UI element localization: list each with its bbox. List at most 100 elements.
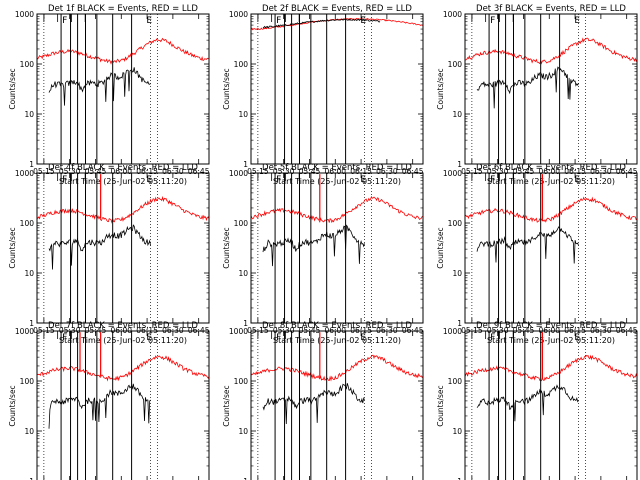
x-tick-label: 06:45: [616, 167, 638, 176]
lld-series-line: [464, 196, 638, 223]
x-tick-label: 05:45: [299, 167, 321, 176]
events-series-line: [476, 384, 579, 422]
marker-label-f: F: [62, 16, 67, 26]
panel-title: Det 5f BLACK = Events, RED = LLD: [262, 163, 412, 173]
x-tick-label: 05:30: [487, 167, 509, 176]
y-axis-label: Counts/sec: [8, 385, 17, 426]
marker-label-e: E: [574, 333, 580, 343]
y-axis-label: Counts/sec: [8, 68, 17, 109]
panel-title: Det 9f BLACK = Events, RED = LLD: [476, 321, 626, 331]
y-tick-label: 10: [24, 110, 34, 119]
lld-series-line: [250, 195, 424, 224]
x-tick-label: 06:15: [564, 167, 586, 176]
y-tick-label: 100: [234, 60, 249, 69]
y-tick-label: 100: [20, 60, 35, 69]
x-tick-label: 05:15: [247, 167, 269, 176]
panel-title: Det 2f BLACK = Events, RED = LLD: [262, 4, 412, 14]
marker-label-f: F: [490, 175, 495, 185]
marker-label-f: F: [490, 16, 495, 26]
x-tick-label: 05:30: [273, 167, 295, 176]
x-tick-label: 06:15: [350, 167, 372, 176]
events-series-line: [48, 224, 151, 270]
y-tick-label: 1000: [229, 169, 248, 178]
y-tick-label: 10: [238, 427, 248, 436]
y-axis-label: Counts/sec: [222, 68, 231, 109]
plot-frame: [250, 330, 424, 480]
marker-label-f: F: [62, 333, 67, 343]
y-tick-label: 100: [234, 377, 249, 386]
y-tick-label: 100: [448, 219, 463, 228]
y-tick-label: 10: [452, 110, 462, 119]
x-tick-label: 06:30: [162, 167, 184, 176]
x-tick-label: 06:00: [110, 167, 132, 176]
x-tick-label: 05:15: [461, 167, 483, 176]
y-tick-label: 1: [243, 160, 248, 169]
y-tick-label: 1000: [15, 169, 34, 178]
panel-8: Det 8f BLACK = Events, RED = LLD Counts/s…: [222, 321, 424, 480]
x-tick-label: 06:00: [324, 167, 346, 176]
plot-frame: [464, 330, 638, 480]
events-series-line: [48, 67, 151, 106]
x-tick-label: 05:15: [33, 167, 55, 176]
lld-series-line: [464, 354, 638, 382]
marker-label-e: E: [146, 16, 152, 26]
panel-title: Det 3f BLACK = Events, RED = LLD: [476, 4, 626, 14]
panel-title: Det 4f BLACK = Events, RED = LLD: [48, 163, 198, 173]
lld-series-line: [464, 37, 638, 65]
panel-1: Det 1f BLACK = Events, RED = LLD Counts/s…: [8, 4, 210, 186]
y-axis-label: Counts/sec: [436, 227, 445, 268]
panel-7: Det 7f BLACK = Events, RED = LLD Counts/s…: [8, 321, 210, 480]
y-tick-label: 1: [457, 160, 462, 169]
x-tick-label: 06:30: [376, 167, 398, 176]
plot-frame: [250, 172, 424, 324]
y-tick-label: 1: [243, 319, 248, 328]
x-axis-label: Start Time (25-Jun-02 05:11:20): [487, 177, 615, 186]
plot-frame: [36, 330, 210, 480]
y-tick-label: 1000: [15, 10, 34, 19]
plot-frame: [36, 13, 210, 165]
y-tick-label: 100: [234, 219, 249, 228]
marker-label-e: E: [574, 16, 580, 26]
lld-series-line: [36, 355, 210, 382]
y-tick-label: 1: [243, 477, 248, 480]
x-axis-label: Start Time (25-Jun-02 05:11:20): [59, 177, 187, 186]
y-axis-label: Counts/sec: [222, 227, 231, 268]
events-series-line: [262, 224, 365, 267]
panel-4: Det 4f BLACK = Events, RED = LLD Counts/s…: [8, 163, 210, 345]
panel-9: Det 9f BLACK = Events, RED = LLD Counts/s…: [436, 321, 638, 480]
marker-label-f: F: [490, 333, 495, 343]
y-tick-label: 100: [20, 377, 35, 386]
marker-label-f: F: [276, 333, 281, 343]
x-tick-label: 06:15: [136, 167, 158, 176]
y-tick-label: 1000: [443, 10, 462, 19]
marker-label-e: E: [360, 16, 366, 26]
y-tick-label: 1000: [443, 169, 462, 178]
x-tick-label: 06:45: [188, 167, 210, 176]
y-tick-label: 1: [457, 477, 462, 480]
panel-title: Det 8f BLACK = Events, RED = LLD: [262, 321, 412, 331]
panel-title: Det 1f BLACK = Events, RED = LLD: [48, 4, 198, 14]
plot-frame: [36, 172, 210, 324]
y-tick-label: 1: [29, 160, 34, 169]
y-tick-label: 10: [238, 269, 248, 278]
x-axis-label: Start Time (25-Jun-02 05:11:20): [273, 336, 401, 345]
lld-series-line: [250, 354, 424, 382]
x-axis-label: Start Time (25-Jun-02 05:11:20): [59, 336, 187, 345]
y-axis-label: Counts/sec: [8, 227, 17, 268]
y-tick-label: 100: [448, 377, 463, 386]
marker-label-f: F: [276, 175, 281, 185]
events-series-line: [262, 383, 365, 425]
panel-5: Det 5f BLACK = Events, RED = LLD Counts/s…: [222, 163, 424, 345]
y-tick-label: 10: [452, 269, 462, 278]
marker-label-e: E: [146, 175, 152, 185]
marker-label-e: E: [574, 175, 580, 185]
y-tick-label: 100: [20, 219, 35, 228]
y-tick-label: 10: [452, 427, 462, 436]
plot-frame: [250, 13, 424, 165]
panel-3: Det 3f BLACK = Events, RED = LLD Counts/s…: [436, 4, 638, 186]
y-axis-label: Counts/sec: [436, 385, 445, 426]
plot-frame: [464, 172, 638, 324]
panel-6: Det 6f BLACK = Events, RED = LLD Counts/s…: [436, 163, 638, 345]
